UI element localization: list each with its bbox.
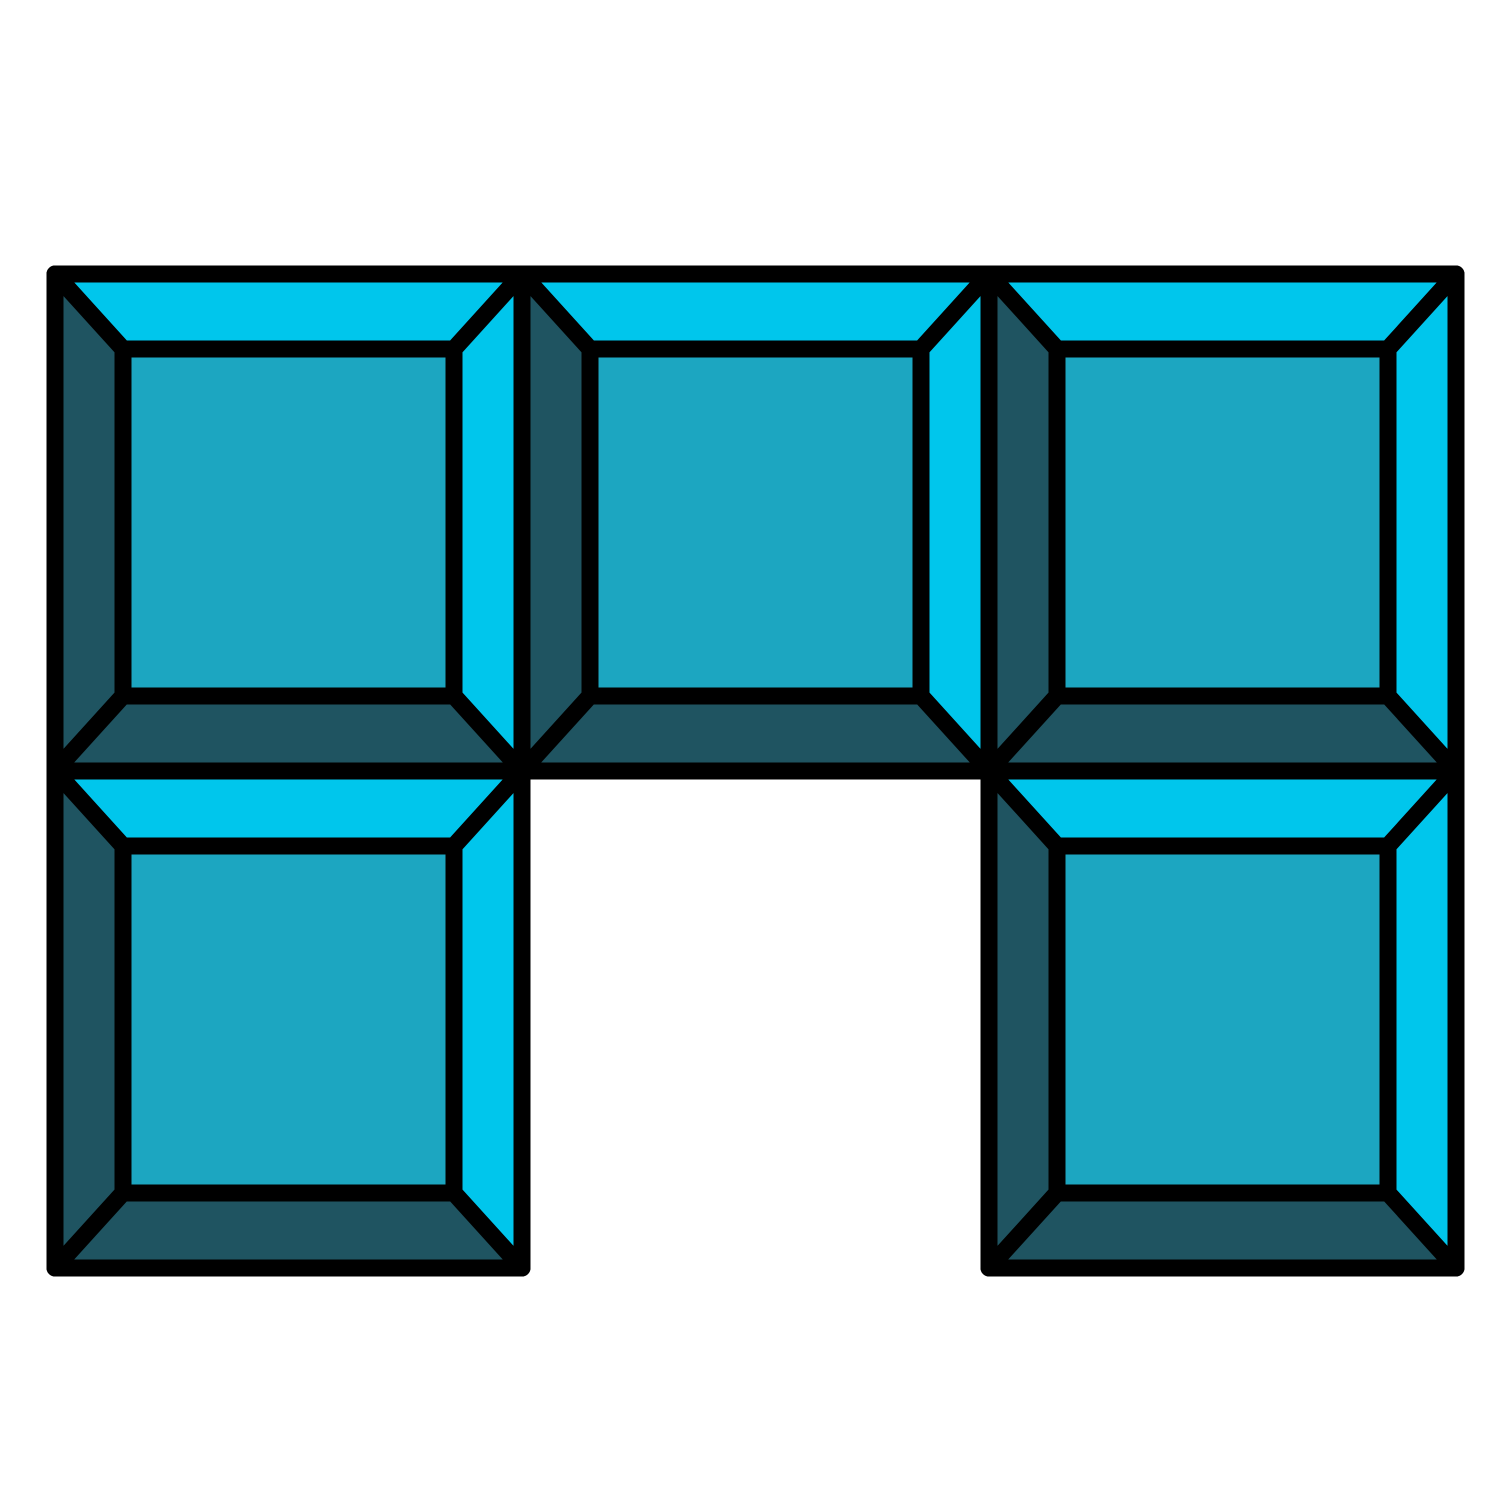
bevel-bottom [46,1184,531,1277]
bevel-top [980,762,1465,855]
block-face [1048,837,1397,1202]
block-cell-r0-c2 [980,265,1465,780]
bevel-top [980,265,1465,358]
bevel-bottom [46,687,531,780]
bevel-bottom [980,687,1465,780]
bevel-bottom [980,1184,1465,1277]
block-cell-r0-c0 [46,265,531,780]
bevel-top [46,265,531,358]
block-face [1048,340,1397,705]
block-cell-r0-c1 [513,265,998,780]
u-pentomino-piece[interactable] [46,265,1465,1277]
block-face [581,340,930,705]
bevel-bottom [513,687,998,780]
bevel-top [513,265,998,358]
block-face [114,837,463,1202]
block-cell-r1-c2 [980,762,1465,1277]
block-face [114,340,463,705]
block-cell-r1-c0 [46,762,531,1277]
bevel-top [46,762,531,855]
